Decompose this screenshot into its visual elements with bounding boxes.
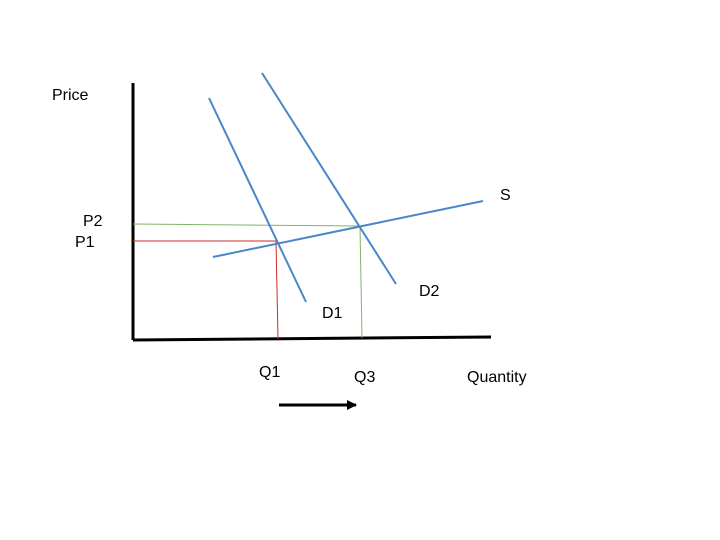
d1-label: D1	[322, 305, 343, 322]
q1-label: Q1	[259, 364, 280, 381]
p2-guide-line	[132, 223, 361, 227]
p2-label: P2	[83, 213, 103, 230]
demand-curve-d2	[261, 72, 397, 285]
demand-curve-d1	[208, 97, 307, 303]
y-axis-label: Price	[52, 87, 89, 104]
p1-label: P1	[75, 234, 95, 251]
supply-label: S	[500, 187, 511, 204]
q3-label: Q3	[354, 369, 375, 386]
supply-curve	[212, 200, 484, 258]
x-axis	[132, 335, 492, 342]
d2-label: D2	[419, 283, 440, 300]
q1-guide-line	[275, 240, 279, 340]
q3-guide-line	[359, 225, 363, 339]
x-axis-label: Quantity	[467, 369, 527, 386]
